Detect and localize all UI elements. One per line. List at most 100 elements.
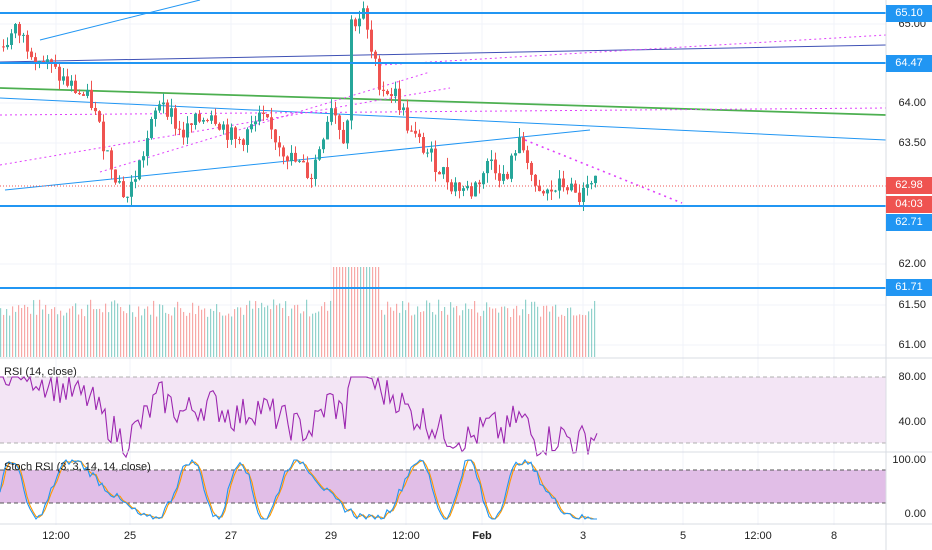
candle-body	[278, 142, 281, 148]
volume-bar	[324, 302, 326, 357]
volume-bar	[594, 300, 596, 357]
candle-body	[546, 189, 549, 194]
volume-bar	[489, 307, 491, 357]
candle-body	[254, 121, 257, 125]
time-axis-label: 8	[830, 530, 838, 542]
candle-body	[582, 187, 585, 203]
volume-bar	[90, 299, 92, 357]
volume-bar	[144, 308, 146, 357]
volume-bar	[507, 308, 509, 357]
volume-bar	[405, 310, 407, 357]
candle-body	[210, 115, 213, 121]
volume-bar	[441, 310, 443, 357]
volume-bar	[375, 267, 377, 357]
candlesticks[interactable]	[2, 1, 597, 212]
volume-bar	[156, 316, 158, 357]
volume-bar	[3, 314, 5, 357]
stoch-rsi-pane-title[interactable]: Stoch RSI (3, 3, 14, 14, close)	[4, 461, 151, 473]
candle-body	[562, 178, 565, 188]
volume-bar	[153, 300, 155, 357]
candle-body	[330, 108, 333, 122]
level-price-tag[interactable]: 64.47	[886, 55, 932, 72]
volume-bar	[138, 306, 140, 357]
volume-bar	[129, 304, 131, 357]
candle-body	[182, 129, 185, 138]
volume-bar	[279, 303, 281, 357]
candle-body	[570, 183, 573, 191]
trend-lines[interactable]	[0, 0, 887, 204]
candle-body	[334, 108, 337, 116]
trend-line	[0, 87, 451, 166]
volume-bar	[321, 306, 323, 357]
level-price-tag[interactable]: 65.10	[886, 5, 932, 22]
volume-bar	[192, 302, 194, 357]
volume-bar	[189, 312, 191, 357]
volume-bar	[81, 308, 83, 357]
candle-body	[558, 178, 561, 191]
candle-body	[110, 150, 113, 170]
candle-body	[218, 123, 221, 130]
volume-bar	[276, 305, 278, 357]
candle-body	[590, 183, 593, 185]
volume-bar	[378, 267, 380, 357]
volume-bar	[228, 313, 230, 357]
volume-bar	[330, 300, 332, 357]
volume-bar	[429, 302, 431, 357]
candle-body	[574, 183, 577, 193]
time-axis-label: 3	[579, 530, 587, 542]
volume-bar	[171, 315, 173, 357]
volume-bar	[105, 303, 107, 357]
candle-body	[578, 192, 581, 203]
volume-bar	[573, 315, 575, 357]
volume-bar	[123, 311, 125, 357]
candle-body	[162, 102, 165, 105]
level-price-tag[interactable]: 61.71	[886, 279, 932, 296]
volume-bar	[525, 299, 527, 357]
volume-bar	[102, 312, 104, 357]
level-price-tag[interactable]: 62.71	[886, 214, 932, 231]
candle-body	[482, 173, 485, 185]
volume-bar	[207, 316, 209, 357]
rsi-pane-title[interactable]: RSI (14, close)	[4, 366, 77, 378]
candle-body	[518, 137, 521, 154]
candle-body	[30, 51, 33, 58]
candle-body	[186, 123, 189, 138]
candle-body	[542, 191, 545, 194]
candle-body	[310, 177, 313, 180]
volume-bar	[459, 315, 461, 357]
horizontal-levels[interactable]	[0, 12, 886, 289]
volume-bar	[204, 308, 206, 357]
volume-bar	[210, 308, 212, 357]
volume-bar	[426, 300, 428, 357]
volume-bar	[381, 309, 383, 357]
candle-body	[586, 184, 589, 188]
volume-bar	[303, 311, 305, 357]
volume-bar	[48, 313, 50, 357]
volume-bar	[78, 314, 80, 357]
candle-body	[338, 115, 341, 130]
volume-bar	[312, 313, 314, 357]
candle-body	[46, 59, 49, 63]
price-axis-label: 63.50	[898, 137, 926, 149]
candle-body	[370, 29, 373, 52]
candle-body	[442, 167, 445, 175]
volume-bar	[417, 306, 419, 357]
candle-body	[566, 187, 569, 191]
volume-bar	[291, 308, 293, 357]
candle-body	[226, 124, 229, 140]
volume-bar	[519, 315, 521, 357]
volume-bar	[414, 314, 416, 357]
candle-body	[366, 8, 369, 30]
time-axis-label: 25	[123, 530, 137, 542]
volume-bar	[186, 315, 188, 357]
candle-body	[230, 127, 233, 140]
candle-body	[358, 18, 361, 27]
volume-bar	[336, 267, 338, 357]
volume-bar	[504, 306, 506, 357]
volume-bar	[150, 314, 152, 357]
volume-bar	[285, 301, 287, 357]
stoch-d-path	[0, 459, 597, 520]
candle-body	[422, 137, 425, 153]
